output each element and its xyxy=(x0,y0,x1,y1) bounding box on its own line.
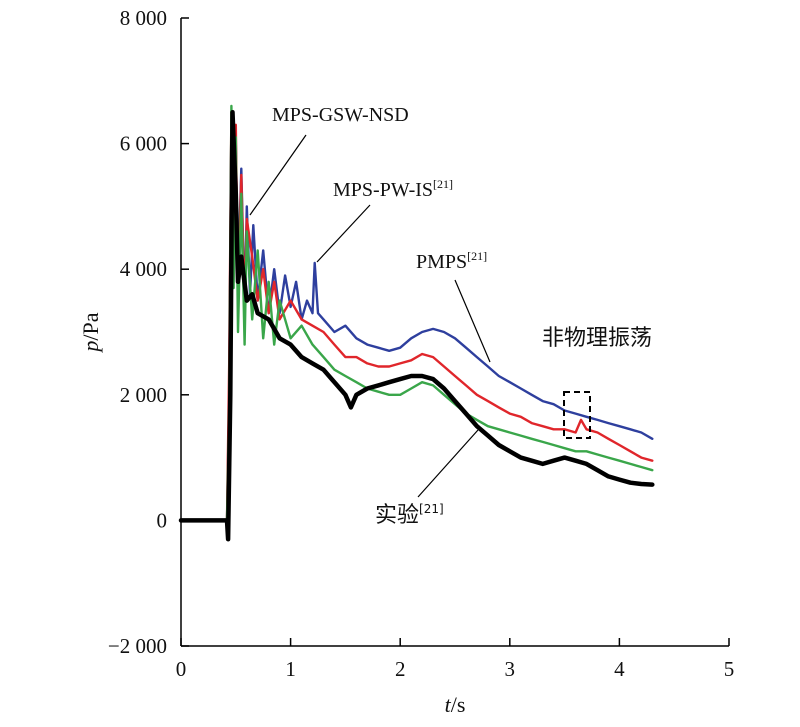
y-tick-label: 0 xyxy=(157,508,168,532)
series-layer xyxy=(178,104,655,542)
y-tick-label: 8 000 xyxy=(120,6,167,30)
series-line-3 xyxy=(178,109,655,542)
annotation-mps-pw-is: MPS-PW-IS[21] xyxy=(316,177,453,263)
x-tick-label: 0 xyxy=(176,657,187,681)
svg-text:PMPS[21]: PMPS[21] xyxy=(416,249,487,273)
svg-text:非物理振荡: 非物理振荡 xyxy=(542,326,652,351)
oscillation-highlight-box xyxy=(563,391,591,439)
annotation-nonphysical-oscillation: 非物理振荡 xyxy=(542,326,652,439)
y-tick-label: 4 000 xyxy=(120,257,167,281)
x-tick-label: 3 xyxy=(505,657,516,681)
x-tick-label: 5 xyxy=(724,657,735,681)
annotation-experiment: 实验[21] xyxy=(375,429,479,528)
y-tick-label: −2 000 xyxy=(108,634,167,658)
y-axis-title: p/Pa xyxy=(78,312,103,353)
series-line-2 xyxy=(179,104,654,522)
x-tick-label: 2 xyxy=(395,657,406,681)
svg-text:MPS-PW-IS[21]: MPS-PW-IS[21] xyxy=(333,177,453,201)
svg-text:MPS-GSW-NSD: MPS-GSW-NSD xyxy=(272,104,409,126)
x-axis-title: t/s xyxy=(445,692,466,717)
y-tick-label: 2 000 xyxy=(120,383,167,407)
x-tick-label: 4 xyxy=(614,657,625,681)
y-tick-label: 6 000 xyxy=(120,132,167,156)
annotation-mps-gsw-nsd: MPS-GSW-NSD xyxy=(249,104,409,216)
annotation-pmps: PMPS[21] xyxy=(416,249,491,363)
svg-text:实验[21]: 实验[21] xyxy=(375,502,444,528)
x-tick-label: 1 xyxy=(285,657,296,681)
axes-layer: 0 1 2 3 4 5 −2 000 0 2 000 4 000 6 000 8 000 xyxy=(108,6,734,681)
